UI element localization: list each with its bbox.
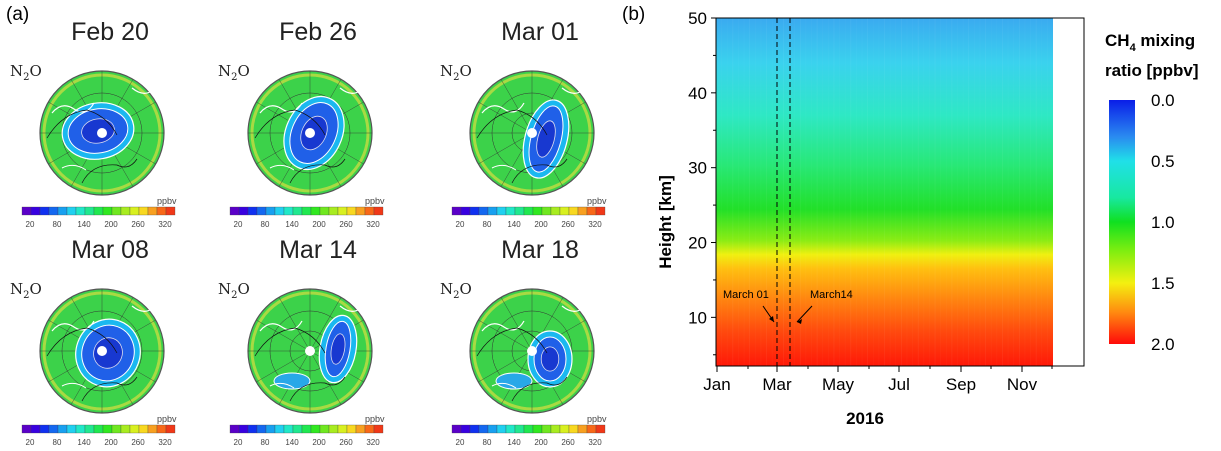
colorbar-tick: 320 — [158, 220, 172, 229]
colorbar-tick: 260 — [131, 220, 145, 229]
polar-map-2: Feb 26 N2O ppbv 20 80 140 200 260 320 — [218, 18, 418, 233]
heatmap-field — [716, 18, 1053, 366]
polar-map-3: Mar 01 N2O ppbv 20 80 140 200 260 320 — [440, 18, 640, 233]
polar-map-graphic: ppbv 20 80 140 200 260 320 — [451, 288, 607, 447]
map-date-label: Mar 01 — [501, 18, 579, 46]
colorbar-tick: 320 — [366, 220, 380, 229]
colorbar-tick: 20 — [234, 220, 243, 229]
species-label: N2O — [440, 62, 472, 83]
map-date-label: Mar 08 — [71, 236, 149, 264]
y-tick-label: 20 — [688, 234, 707, 253]
annotation-march14: March14 — [810, 289, 853, 301]
polar-map-graphic: ppbv 20 80 140 200 260 320 — [21, 288, 177, 447]
colorbar-tick: 200 — [312, 220, 326, 229]
colorbar-gradient — [1109, 100, 1135, 344]
species-label: N2O — [218, 280, 250, 301]
map-date-label: Mar 18 — [501, 236, 579, 264]
y-tick-label: 10 — [688, 308, 707, 327]
colorbar-tick: 20 — [26, 438, 35, 447]
colorbar-tick: 200 — [312, 438, 326, 447]
colorbar-tick: 20 — [456, 438, 465, 447]
colorbar-tick: 140 — [77, 220, 91, 229]
map-date-label: Feb 20 — [71, 18, 149, 46]
colorbar-tick: 200 — [104, 220, 118, 229]
colorbar-tick: 80 — [261, 438, 270, 447]
colorbar-unit: ppbv — [365, 196, 385, 206]
polar-map-6: Mar 18 N2O ppbv 20 80 140 200 260 320 — [440, 236, 640, 451]
colorbar-tick: 140 — [507, 220, 521, 229]
species-label: N2O — [440, 280, 472, 301]
polar-map-graphic: ppbv 20 80 140 200 260 320 — [229, 70, 385, 229]
polar-map-graphic: ppbv 20 80 140 200 260 320 — [451, 70, 607, 229]
colorbar-tick: 20 — [26, 220, 35, 229]
colorbar-tick: 20 — [234, 438, 243, 447]
x-tick-label: Jan — [703, 375, 730, 394]
x-tick-label: May — [822, 375, 855, 394]
colorbar-tick: 260 — [131, 438, 145, 447]
colorbar-tick: 80 — [483, 438, 492, 447]
colorbar-unit: ppbv — [587, 196, 607, 206]
y-tick-label: 50 — [688, 9, 707, 28]
plot-frame — [715, 17, 1085, 367]
y-tick-label: 40 — [688, 84, 707, 103]
ch4-height-time-heatmap: 10 20 30 40 50 Jan Mar May Jul Sep Nov 2016 Height [… — [656, 9, 1199, 428]
colorbar-tick: 80 — [261, 220, 270, 229]
species-label: N2O — [218, 62, 250, 83]
colorbar-tick: 140 — [507, 438, 521, 447]
colorbar-unit: ppbv — [365, 414, 385, 424]
colorbar-tick: 20 — [456, 220, 465, 229]
x-axis-label: 2016 — [846, 409, 884, 428]
colorbar-unit: ppbv — [587, 414, 607, 424]
colorbar-tick: 140 — [77, 438, 91, 447]
colorbar-tick: 260 — [339, 220, 353, 229]
colorbar-tick: 80 — [53, 220, 62, 229]
colorbar-tick: 140 — [285, 438, 299, 447]
colorbar-tick-label: 1.0 — [1151, 213, 1175, 232]
colorbar-title-line2: ratio [ppbv] — [1105, 61, 1199, 80]
x-tick-label: Nov — [1007, 375, 1038, 394]
polar-map-1: Feb 20 N2O ppbv 20 80 140 200 260 320 — [10, 18, 210, 233]
x-tick-label: Sep — [946, 375, 976, 394]
colorbar-tick: 260 — [339, 438, 353, 447]
colorbar-unit: ppbv — [157, 196, 177, 206]
polar-map-graphic: ppbv 20 80 140 200 260 320 — [229, 288, 385, 447]
colorbar-tick: 80 — [483, 220, 492, 229]
colorbar-tick: 80 — [53, 438, 62, 447]
colorbar-tick: 260 — [561, 220, 575, 229]
colorbar-tick-label: 2.0 — [1151, 335, 1175, 354]
colorbar-tick: 200 — [104, 438, 118, 447]
polar-map-4: Mar 08 N2O ppbv 20 80 140 200 260 320 — [10, 236, 210, 451]
species-label: N2O — [10, 280, 42, 301]
colorbar-tick: 320 — [588, 438, 602, 447]
panel-a-label: (a) — [6, 4, 30, 25]
annotation-march01: March 01 — [723, 289, 769, 301]
colorbar-title: CH4 mixing — [1105, 31, 1195, 54]
species-label: N2O — [10, 62, 42, 83]
colorbar-tick: 200 — [534, 220, 548, 229]
panel-b-label: (b) — [622, 4, 646, 25]
x-tick-label: Mar — [762, 375, 792, 394]
x-tick-label: Jul — [888, 375, 910, 394]
colorbar-tick: 320 — [588, 220, 602, 229]
colorbar-tick: 260 — [561, 438, 575, 447]
colorbar-unit: ppbv — [157, 414, 177, 424]
colorbar-tick: 200 — [534, 438, 548, 447]
polar-map-5: Mar 14 N2O ppbv 20 80 140 200 260 320 — [218, 236, 418, 451]
colorbar-tick: 140 — [285, 220, 299, 229]
colorbar-tick-label: 1.5 — [1151, 274, 1175, 293]
y-tick-label: 30 — [688, 159, 707, 178]
map-date-label: Feb 26 — [279, 18, 357, 46]
polar-map-graphic: ppbv 20 80 140 200 260 320 — [21, 70, 177, 229]
colorbar-tick: 320 — [158, 438, 172, 447]
colorbar-tick-label: 0.5 — [1151, 152, 1175, 171]
colorbar-tick-label: 0.0 — [1151, 91, 1175, 110]
colorbar-tick: 320 — [366, 438, 380, 447]
y-axis-label: Height [km] — [656, 175, 675, 269]
map-date-label: Mar 14 — [279, 236, 357, 264]
